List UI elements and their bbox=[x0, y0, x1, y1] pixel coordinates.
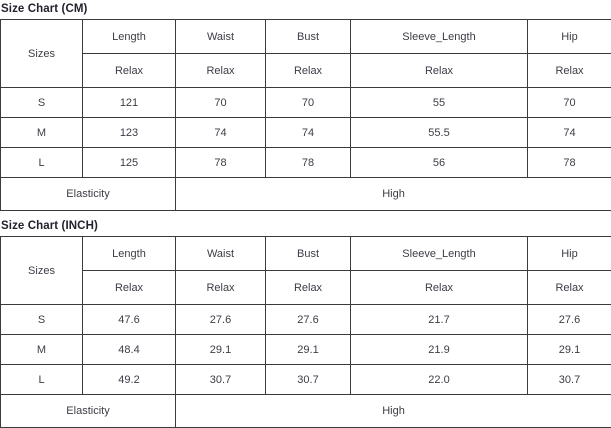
cell-hip: 30.7 bbox=[528, 365, 611, 395]
cell-bust: 78 bbox=[266, 148, 351, 178]
column-header-sleeve-length: Sleeve_Length bbox=[351, 237, 528, 271]
cell-waist: 78 bbox=[176, 148, 266, 178]
row-size-label: S bbox=[1, 88, 83, 118]
column-header-hip: Hip bbox=[528, 237, 611, 271]
fit-label-length: Relax bbox=[83, 54, 176, 88]
size-chart-cm-title: Size Chart (CM) bbox=[0, 0, 611, 19]
cell-sleeve-length: 21.7 bbox=[351, 305, 528, 335]
size-chart-inch-table: Sizes Length Waist Bust Sleeve_Length Hi… bbox=[0, 236, 611, 428]
cell-waist: 74 bbox=[176, 118, 266, 148]
cell-waist: 70 bbox=[176, 88, 266, 118]
fit-label-sleeve-length: Relax bbox=[351, 54, 528, 88]
cell-bust: 30.7 bbox=[266, 365, 351, 395]
table-row: M 48.4 29.1 29.1 21.9 29.1 bbox=[1, 335, 611, 365]
column-header-bust: Bust bbox=[266, 237, 351, 271]
column-header-hip: Hip bbox=[528, 20, 611, 54]
table-subheader-row: Relax Relax Relax Relax Relax bbox=[1, 271, 611, 305]
size-chart-inch-title: Size Chart (INCH) bbox=[0, 217, 611, 236]
fit-label-hip: Relax bbox=[528, 54, 611, 88]
cell-length: 48.4 bbox=[83, 335, 176, 365]
table-header-row: Sizes Length Waist Bust Sleeve_Length Hi… bbox=[1, 237, 611, 271]
row-size-label: M bbox=[1, 118, 83, 148]
cell-sleeve-length: 55.5 bbox=[351, 118, 528, 148]
elasticity-row: Elasticity High bbox=[1, 395, 611, 428]
column-header-length: Length bbox=[83, 237, 176, 271]
column-header-waist: Waist bbox=[176, 237, 266, 271]
fit-label-bust: Relax bbox=[266, 271, 351, 305]
table-subheader-row: Relax Relax Relax Relax Relax bbox=[1, 54, 611, 88]
row-size-label: S bbox=[1, 305, 83, 335]
row-size-label: L bbox=[1, 148, 83, 178]
cell-hip: 78 bbox=[528, 148, 611, 178]
fit-label-waist: Relax bbox=[176, 271, 266, 305]
size-chart-cm-table: Sizes Length Waist Bust Sleeve_Length Hi… bbox=[0, 19, 611, 211]
table-row: S 47.6 27.6 27.6 21.7 27.6 bbox=[1, 305, 611, 335]
table-row: S 121 70 70 55 70 bbox=[1, 88, 611, 118]
cell-bust: 74 bbox=[266, 118, 351, 148]
cell-waist: 27.6 bbox=[176, 305, 266, 335]
row-size-label: M bbox=[1, 335, 83, 365]
fit-label-length: Relax bbox=[83, 271, 176, 305]
cell-hip: 29.1 bbox=[528, 335, 611, 365]
cell-waist: 29.1 bbox=[176, 335, 266, 365]
cell-hip: 74 bbox=[528, 118, 611, 148]
column-header-sleeve-length: Sleeve_Length bbox=[351, 20, 528, 54]
table-row: L 49.2 30.7 30.7 22.0 30.7 bbox=[1, 365, 611, 395]
cell-sleeve-length: 56 bbox=[351, 148, 528, 178]
row-size-label: L bbox=[1, 365, 83, 395]
cell-length: 125 bbox=[83, 148, 176, 178]
cell-sleeve-length: 55 bbox=[351, 88, 528, 118]
table-header-row: Sizes Length Waist Bust Sleeve_Length Hi… bbox=[1, 20, 611, 54]
column-header-length: Length bbox=[83, 20, 176, 54]
elasticity-value: High bbox=[176, 178, 611, 211]
cell-bust: 29.1 bbox=[266, 335, 351, 365]
cell-sleeve-length: 21.9 bbox=[351, 335, 528, 365]
cell-length: 47.6 bbox=[83, 305, 176, 335]
cell-bust: 27.6 bbox=[266, 305, 351, 335]
column-header-waist: Waist bbox=[176, 20, 266, 54]
cell-length: 121 bbox=[83, 88, 176, 118]
fit-label-sleeve-length: Relax bbox=[351, 271, 528, 305]
table-row: L 125 78 78 56 78 bbox=[1, 148, 611, 178]
cell-sleeve-length: 22.0 bbox=[351, 365, 528, 395]
column-header-bust: Bust bbox=[266, 20, 351, 54]
cell-waist: 30.7 bbox=[176, 365, 266, 395]
cell-length: 123 bbox=[83, 118, 176, 148]
elasticity-value: High bbox=[176, 395, 611, 428]
column-header-sizes: Sizes bbox=[1, 237, 83, 305]
cell-hip: 70 bbox=[528, 88, 611, 118]
fit-label-waist: Relax bbox=[176, 54, 266, 88]
cell-length: 49.2 bbox=[83, 365, 176, 395]
cell-bust: 70 bbox=[266, 88, 351, 118]
cell-hip: 27.6 bbox=[528, 305, 611, 335]
elasticity-label: Elasticity bbox=[1, 178, 176, 211]
table-row: M 123 74 74 55.5 74 bbox=[1, 118, 611, 148]
fit-label-hip: Relax bbox=[528, 271, 611, 305]
elasticity-row: Elasticity High bbox=[1, 178, 611, 211]
column-header-sizes: Sizes bbox=[1, 20, 83, 88]
elasticity-label: Elasticity bbox=[1, 395, 176, 428]
fit-label-bust: Relax bbox=[266, 54, 351, 88]
